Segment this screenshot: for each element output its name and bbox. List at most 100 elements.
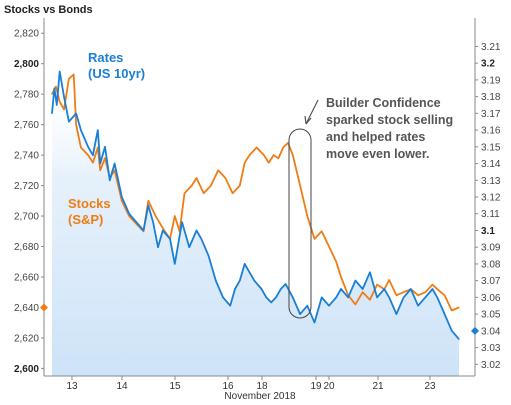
stocks-point [104, 157, 106, 159]
x-axis-label: November 2018 [224, 391, 296, 402]
rates-point [188, 246, 190, 248]
right-tick-label: 3.19 [481, 75, 501, 86]
rates-point [234, 288, 236, 290]
rates-point [444, 313, 446, 315]
stocks-point [87, 154, 89, 156]
stocks-point [282, 146, 284, 149]
rates-point [417, 305, 419, 307]
rates-point [239, 280, 241, 282]
right-tick-label: 3.2 [481, 59, 495, 70]
rates-point [410, 288, 412, 290]
right-tick-label: 3.09 [481, 243, 501, 254]
rates-point [376, 296, 378, 298]
rates-point [313, 321, 316, 324]
x-axis-ticks: 13 14 15 16 18 19 20 21 23 [66, 376, 436, 392]
rates-point [152, 221, 154, 223]
stocks-point [369, 299, 371, 301]
rates-point [109, 179, 111, 181]
right-tick-label: 3.03 [481, 343, 501, 354]
rates-point [260, 288, 263, 290]
right-tick-label: 3.12 [481, 193, 501, 204]
stocks-point [63, 108, 65, 110]
rates-point [181, 221, 183, 223]
rates-point [75, 112, 77, 114]
right-tick-label: 3.15 [481, 142, 501, 153]
stocks-point [55, 86, 57, 88]
stocks-point [436, 288, 438, 290]
rates-point [68, 121, 70, 123]
stocks-point [97, 146, 99, 149]
right-tick-label: 3.18 [481, 92, 501, 103]
stocks-point [395, 294, 397, 296]
rates-point [270, 301, 272, 303]
stocks-point [244, 162, 246, 164]
right-tick-label: 3.08 [481, 259, 501, 270]
rates-point [292, 296, 294, 298]
right-tick-label: 3.07 [481, 276, 501, 287]
stocks-point [183, 192, 186, 194]
chart-title: Stocks vs Bonds [4, 4, 93, 16]
x-tick-label: 16 [222, 381, 234, 392]
rates-point [299, 313, 301, 315]
rates-point [128, 213, 130, 215]
rates-point [135, 221, 137, 223]
stocks-point [417, 294, 419, 296]
stocks-point [210, 185, 212, 187]
stocks-point [80, 146, 82, 149]
rates-point [253, 280, 255, 282]
left-tick-label: 2,660 [14, 272, 39, 283]
rates-point [451, 330, 453, 332]
x-tick-label: 15 [169, 381, 181, 392]
right-tick-label: 3.05 [481, 310, 501, 321]
stocks-point [73, 73, 75, 75]
x-tick-label: 19 [310, 381, 322, 392]
x-tick-label: 23 [424, 381, 436, 392]
series-lines [51, 70, 460, 340]
rates-point [369, 271, 371, 273]
stocks-point [287, 142, 289, 144]
rates-point [321, 296, 323, 298]
rates-point [195, 229, 198, 232]
stocks-point [431, 284, 434, 286]
rates-point [458, 338, 460, 340]
annotation: Builder Confidence sparked stock selling… [288, 96, 453, 319]
left-tick-label: 2,820 [14, 29, 39, 40]
stocks-point [354, 303, 356, 305]
stocks-point [376, 284, 378, 286]
annotation-arrowhead [304, 115, 312, 125]
stocks-point [268, 162, 270, 164]
stocks-point [273, 154, 275, 156]
stocks-point [224, 177, 226, 179]
rates-point [280, 288, 282, 290]
stocks-point [458, 306, 460, 308]
annotation-line-2: sparked stock selling [326, 113, 453, 127]
rates-point [207, 255, 210, 257]
stocks-point [217, 169, 219, 171]
right-tick-label: 3.04 [481, 326, 501, 337]
rates-point [335, 296, 337, 298]
rates-label-line-2: (US 10yr) [88, 66, 145, 81]
rates-point [92, 154, 94, 156]
rates-point [395, 313, 397, 315]
right-tick-label: 3.14 [481, 159, 501, 170]
stocks-point [306, 215, 308, 217]
rates-point [244, 263, 246, 265]
rates-point [362, 288, 364, 290]
right-tick-label: 3.11 [481, 209, 500, 220]
rates-point [162, 229, 164, 232]
stocks-point [75, 124, 77, 126]
rates-point [229, 305, 231, 307]
right-tick-label: 3.17 [481, 109, 501, 120]
right-tick-label: 3.13 [481, 176, 501, 187]
rates-point [114, 162, 116, 165]
rates-point [157, 246, 159, 248]
rates-label-line-1: Rates [88, 50, 123, 65]
rates-point [59, 70, 61, 73]
stocks-point [263, 154, 265, 156]
stocks-point [232, 192, 234, 194]
stocks-point [147, 200, 149, 202]
rates-point [306, 305, 308, 307]
right-tick-label: 3.02 [481, 360, 501, 371]
stocks-point [248, 154, 251, 156]
